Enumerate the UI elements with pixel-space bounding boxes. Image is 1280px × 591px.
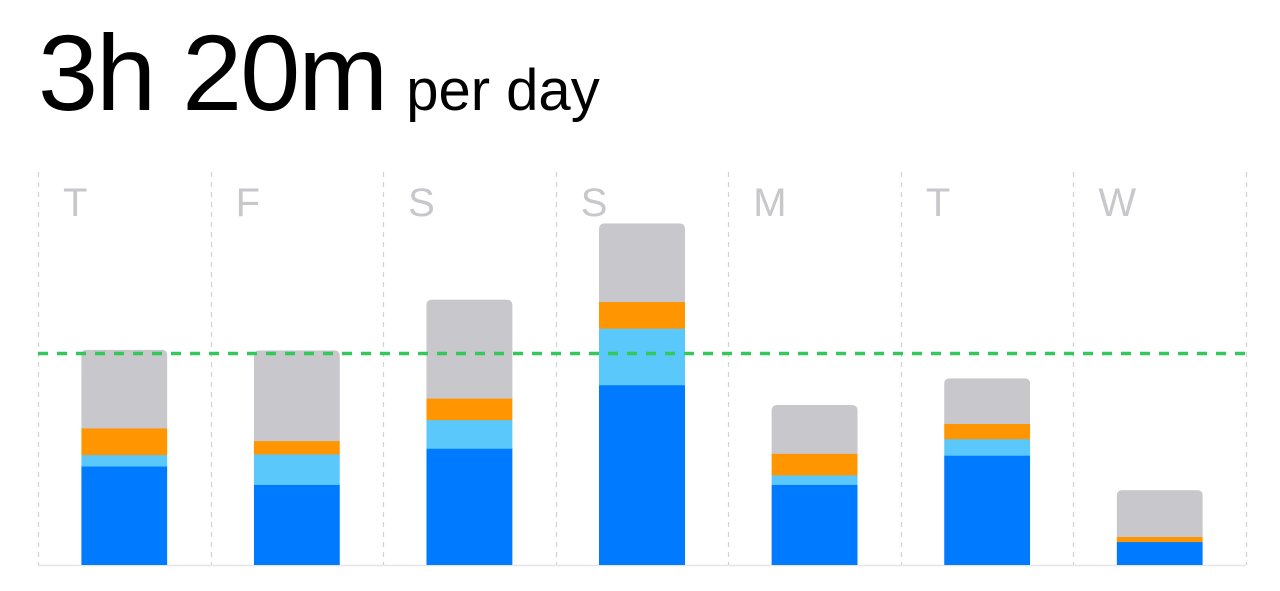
bar-segment <box>426 397 513 421</box>
bar-segment <box>81 465 168 565</box>
bar-segment <box>81 427 168 456</box>
bar-stack <box>944 378 1031 565</box>
bar-stack <box>599 223 685 565</box>
bar-segment <box>253 453 340 485</box>
bar-segment <box>944 455 1031 565</box>
bar-segment <box>81 454 168 467</box>
day-label: W <box>1098 181 1136 225</box>
bar-segment <box>944 438 1031 456</box>
bar-segment <box>771 474 858 485</box>
bar-stack <box>771 404 858 565</box>
bar-segment <box>599 301 685 329</box>
daily-average-unit: per day <box>406 58 600 123</box>
bar-segment <box>599 328 685 386</box>
bar-stack <box>1116 490 1203 565</box>
day-label: T <box>926 181 950 225</box>
bar-segment <box>771 404 858 454</box>
bar-segment <box>771 484 858 565</box>
day-label: S <box>408 181 435 225</box>
bar-segment <box>253 350 340 442</box>
bar-segment <box>81 349 168 429</box>
bar-segment <box>1116 541 1203 565</box>
bar-segment <box>944 378 1031 424</box>
bar-stack <box>253 350 340 565</box>
bar-segment <box>771 453 858 476</box>
bar-segment <box>1116 536 1203 543</box>
bar-segment <box>253 484 340 565</box>
day-label: F <box>236 181 260 225</box>
bar-segment <box>599 223 685 303</box>
bar-segment <box>426 419 513 449</box>
header: 3h 20m per day <box>38 8 600 138</box>
bar-stack <box>426 299 513 565</box>
daily-average-value: 3h 20m <box>38 12 388 133</box>
bar-segment <box>253 440 340 455</box>
bar-segment <box>944 423 1031 440</box>
bar-segment <box>426 448 513 565</box>
bar-segment <box>426 299 513 399</box>
day-label: M <box>753 181 786 225</box>
bar-segment <box>599 384 685 565</box>
bar-segment <box>1116 490 1203 538</box>
day-label: S <box>581 181 608 225</box>
day-label: T <box>63 181 87 225</box>
bar-stack <box>81 349 168 565</box>
